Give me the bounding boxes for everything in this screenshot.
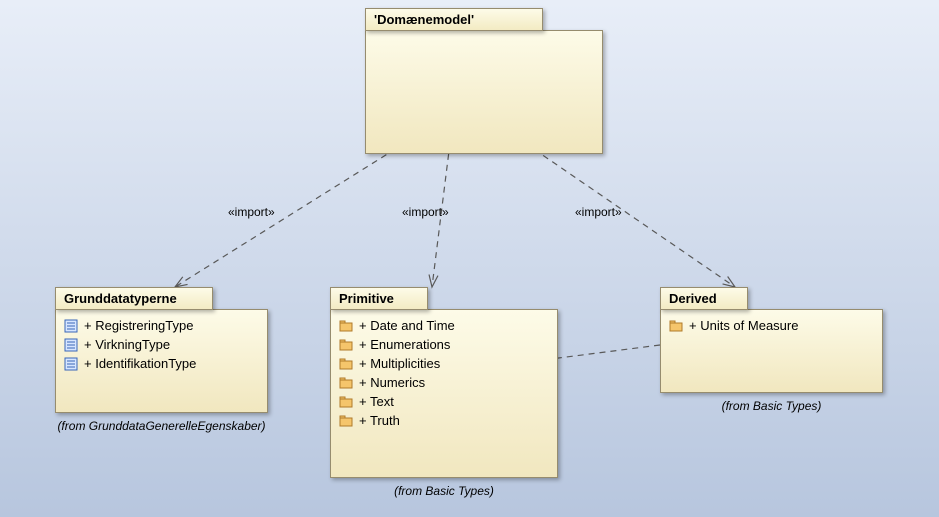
package-item-label: + VirkningType — [84, 337, 170, 352]
diagram-canvas: 'Domænemodel' Grunddatatyperne + Registr… — [0, 0, 939, 517]
package-derived-tab: Derived — [660, 287, 748, 310]
folder-icon — [339, 357, 353, 371]
package-item-label: + Multiplicities — [359, 356, 440, 371]
folder-icon — [339, 395, 353, 409]
package-item: + Date and Time — [339, 316, 549, 335]
package-grund-tab: Grunddatatyperne — [55, 287, 213, 310]
package-derived-body: + Units of Measure — [660, 309, 883, 393]
package-item: + RegistreringType — [64, 316, 259, 335]
edge-label: «import» — [402, 205, 449, 219]
package-item: + Units of Measure — [669, 316, 874, 335]
package-item: + Text — [339, 392, 549, 411]
edge-label: «import» — [228, 205, 275, 219]
package-root-tab: 'Domænemodel' — [365, 8, 543, 31]
package-root: 'Domænemodel' — [365, 8, 603, 154]
package-root-body — [365, 30, 603, 154]
folder-icon — [669, 319, 683, 333]
package-item-label: + RegistreringType — [84, 318, 193, 333]
package-item: + Enumerations — [339, 335, 549, 354]
package-derived-from: (from Basic Types) — [660, 399, 883, 413]
package-item-label: + Units of Measure — [689, 318, 798, 333]
package-grund-body: + RegistreringType + VirkningType + Iden… — [55, 309, 268, 413]
package-primitive-body: + Date and Time + Enumerations + Multipl… — [330, 309, 558, 478]
package-item: + Truth — [339, 411, 549, 430]
package-item: + VirkningType — [64, 335, 259, 354]
package-item: + IdentifikationType — [64, 354, 259, 373]
class-icon — [64, 357, 78, 371]
package-primitive-tab: Primitive — [330, 287, 428, 310]
package-item: + Numerics — [339, 373, 549, 392]
package-item-label: + IdentifikationType — [84, 356, 196, 371]
folder-icon — [339, 414, 353, 428]
package-item-label: + Numerics — [359, 375, 425, 390]
folder-icon — [339, 319, 353, 333]
class-icon — [64, 338, 78, 352]
package-primitive: Primitive + Date and Time + Enumerations… — [330, 287, 558, 498]
package-grund-from: (from GrunddataGenerelleEgenskaber) — [55, 419, 268, 433]
folder-icon — [339, 338, 353, 352]
package-derived: Derived + Units of Measure (from Basic T… — [660, 287, 883, 413]
package-item-label: + Truth — [359, 413, 400, 428]
package-grunddatatyperne: Grunddatatyperne + RegistreringType + Vi… — [55, 287, 268, 433]
package-primitive-from: (from Basic Types) — [330, 484, 558, 498]
edge-label: «import» — [575, 205, 622, 219]
folder-icon — [339, 376, 353, 390]
class-icon — [64, 319, 78, 333]
package-item: + Multiplicities — [339, 354, 549, 373]
package-item-label: + Date and Time — [359, 318, 455, 333]
package-item-label: + Enumerations — [359, 337, 450, 352]
package-item-label: + Text — [359, 394, 394, 409]
